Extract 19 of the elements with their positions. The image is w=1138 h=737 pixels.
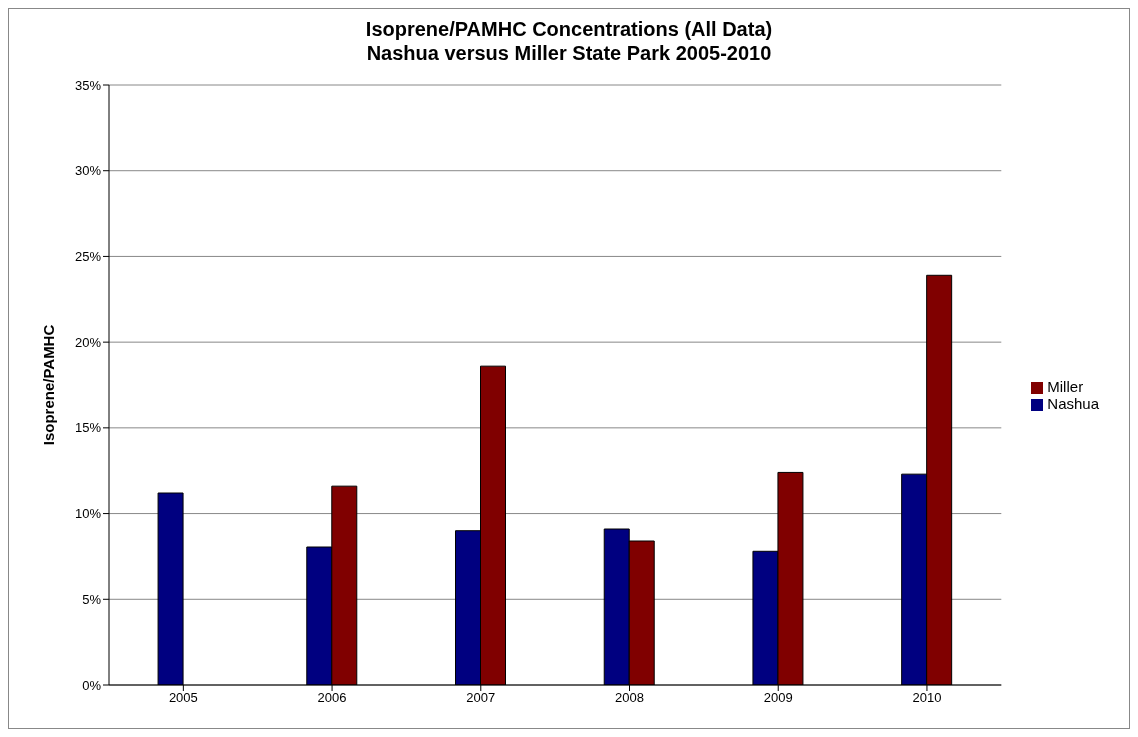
x-tick-label: 2008: [615, 690, 644, 706]
chart-subtitle: Nashua versus Miller State Park 2005-2010: [365, 41, 773, 65]
x-tick-label: 2007: [466, 690, 496, 706]
chart-title: Isoprene/PAMHC Concentrations (All Data): [364, 17, 774, 41]
x-tick-label: 2005: [168, 690, 198, 706]
legend-label: Nashua: [1047, 395, 1099, 412]
y-axis-title: Isoprene/PAMHC: [40, 324, 58, 446]
y-tick-label: 35%: [74, 77, 102, 93]
x-tick-label: 2006: [317, 690, 347, 706]
y-tick-label: 5%: [82, 591, 102, 607]
y-tick-label: 10%: [74, 506, 102, 522]
y-tick-label: 0%: [82, 677, 102, 693]
y-tick-label: 15%: [74, 420, 102, 436]
y-tick-label: 25%: [74, 249, 102, 265]
legend-label: Miller: [1047, 378, 1084, 395]
y-tick-label: 30%: [74, 163, 102, 179]
x-tick-label: 2009: [763, 690, 793, 706]
x-tick-label: 2010: [912, 690, 942, 706]
y-tick-label: 20%: [74, 334, 102, 350]
